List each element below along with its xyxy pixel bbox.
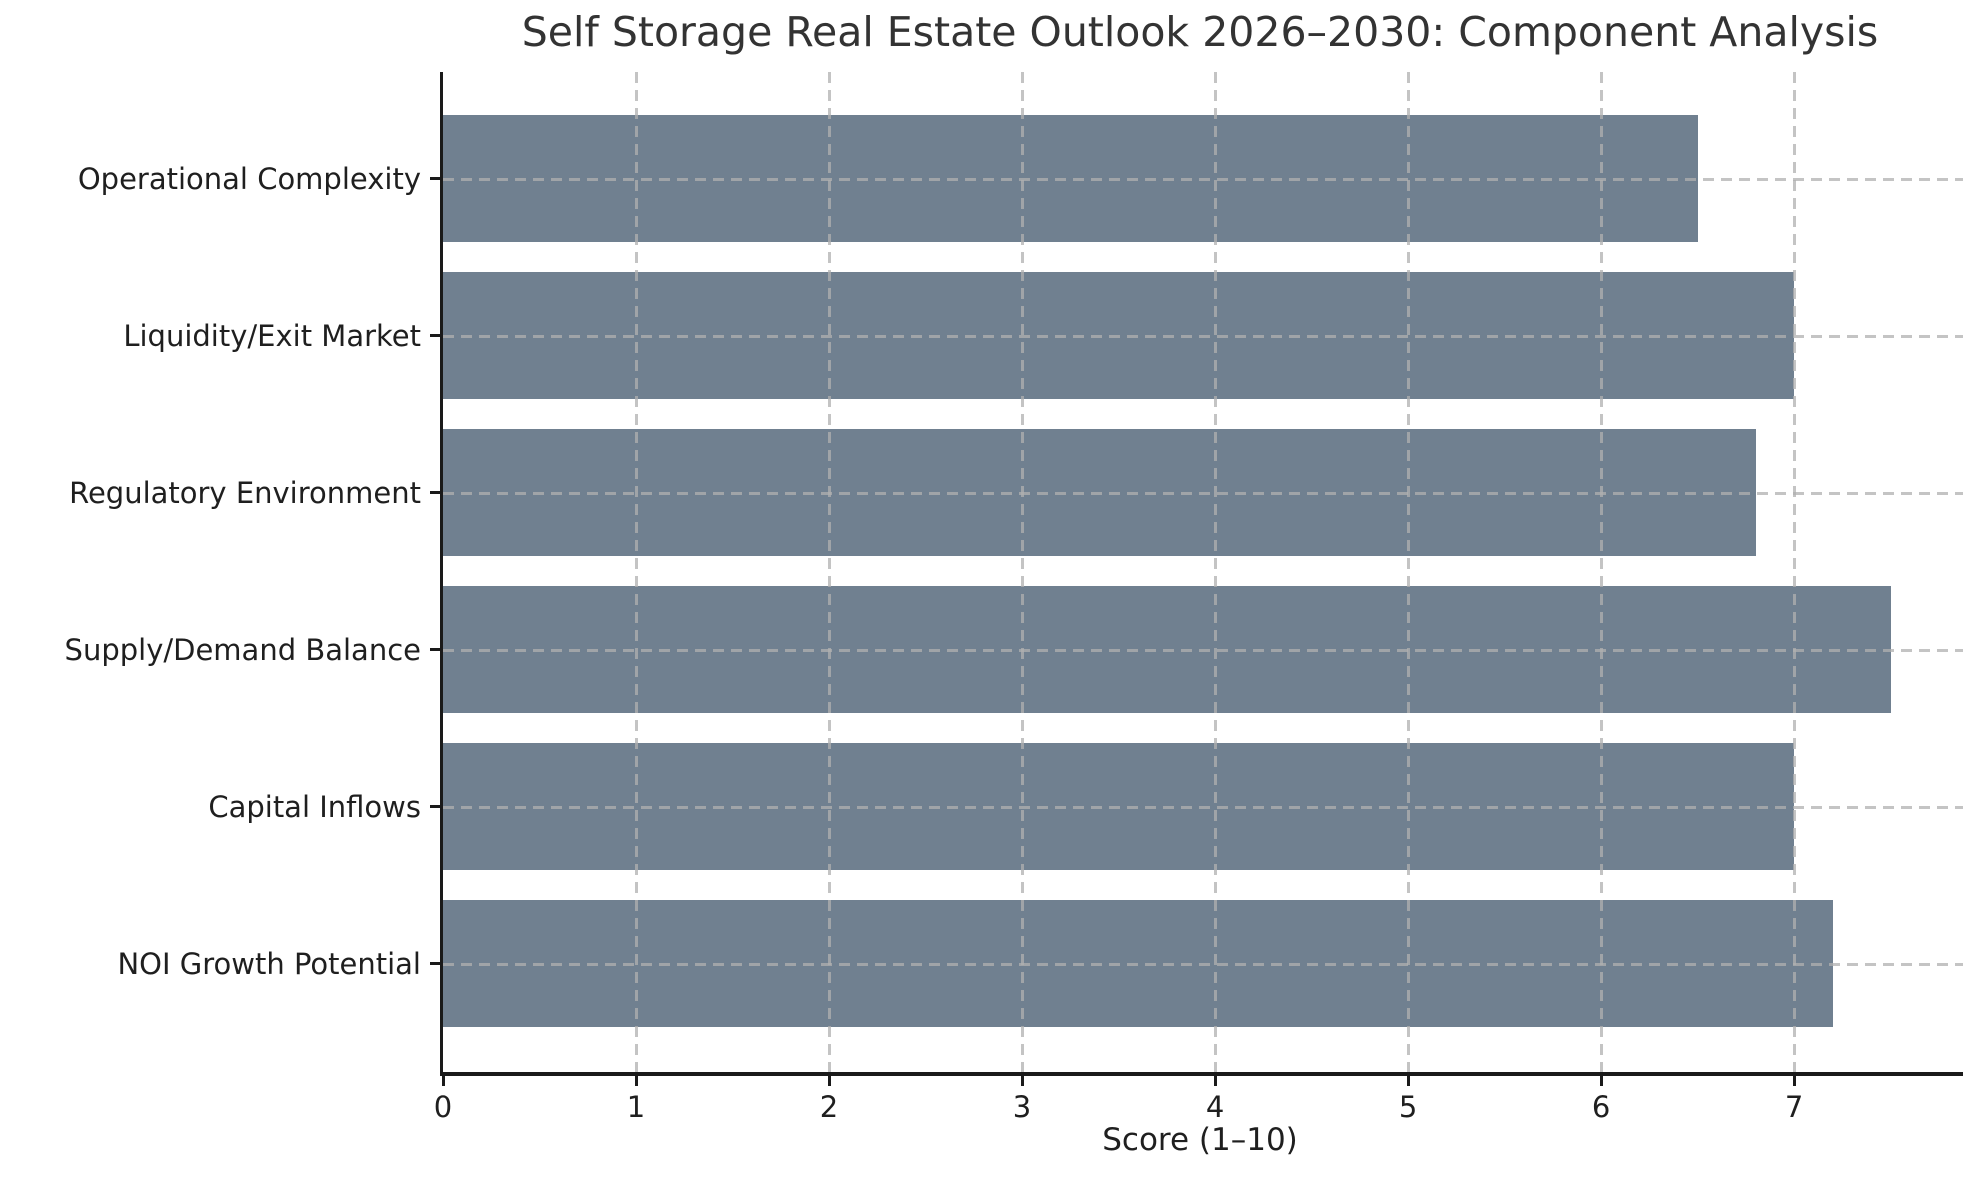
x-tick-mark <box>828 1076 831 1086</box>
y-tick-mark <box>430 962 440 965</box>
y-gridline <box>443 177 1963 181</box>
x-tick-mark <box>1214 1076 1218 1086</box>
x-tick-label: 6 <box>1591 1090 1611 1124</box>
y-tick-mark <box>430 648 440 651</box>
x-tick-label: 7 <box>1784 1090 1804 1124</box>
x-tick-mark <box>635 1076 638 1086</box>
x-tick-label: 1 <box>626 1090 646 1124</box>
x-tick-mark <box>442 1076 445 1086</box>
x-gridline <box>1600 72 1604 1072</box>
x-gridline <box>1793 72 1797 1072</box>
x-tick-label: 2 <box>819 1090 839 1124</box>
x-gridline <box>1214 72 1218 1072</box>
x-gridline <box>1021 72 1024 1072</box>
chart-title: Self Storage Real Estate Outlook 2026–20… <box>521 8 1879 56</box>
x-tick-mark <box>1407 1076 1411 1086</box>
y-tick-mark <box>430 805 440 808</box>
x-tick-label: 0 <box>433 1090 453 1124</box>
x-gridline <box>1407 72 1411 1072</box>
y-tick-label: NOI Growth Potential <box>117 946 421 981</box>
y-tick-label: Liquidity/Exit Market <box>123 318 421 353</box>
x-tick-mark <box>1600 1076 1604 1086</box>
y-tick-label: Supply/Demand Balance <box>64 632 421 667</box>
x-tick-label: 5 <box>1398 1090 1418 1124</box>
x-tick-label: 3 <box>1012 1090 1032 1124</box>
y-gridline <box>443 648 1963 652</box>
x-gridline <box>828 72 831 1072</box>
x-gridline <box>635 72 638 1072</box>
x-axis-label: Score (1–10) <box>1102 1122 1298 1158</box>
x-tick-mark <box>1021 1076 1024 1086</box>
x-tick-mark <box>1793 1076 1797 1086</box>
y-tick-mark <box>430 334 440 337</box>
x-tick-label: 4 <box>1205 1090 1225 1124</box>
y-tick-mark <box>430 177 440 180</box>
y-tick-label: Regulatory Environment <box>69 475 421 510</box>
y-tick-label: Capital Inflows <box>208 789 421 824</box>
y-tick-mark <box>430 491 440 494</box>
y-gridline <box>443 491 1963 495</box>
plot-area: 0 1 2 3 4 5 6 7 Operational Complexity Liquidity/… <box>65 72 1963 1124</box>
y-gridline <box>443 334 1963 338</box>
y-gridline <box>443 805 1963 809</box>
y-tick-label: Operational Complexity <box>77 161 421 196</box>
y-gridline <box>443 962 1963 966</box>
